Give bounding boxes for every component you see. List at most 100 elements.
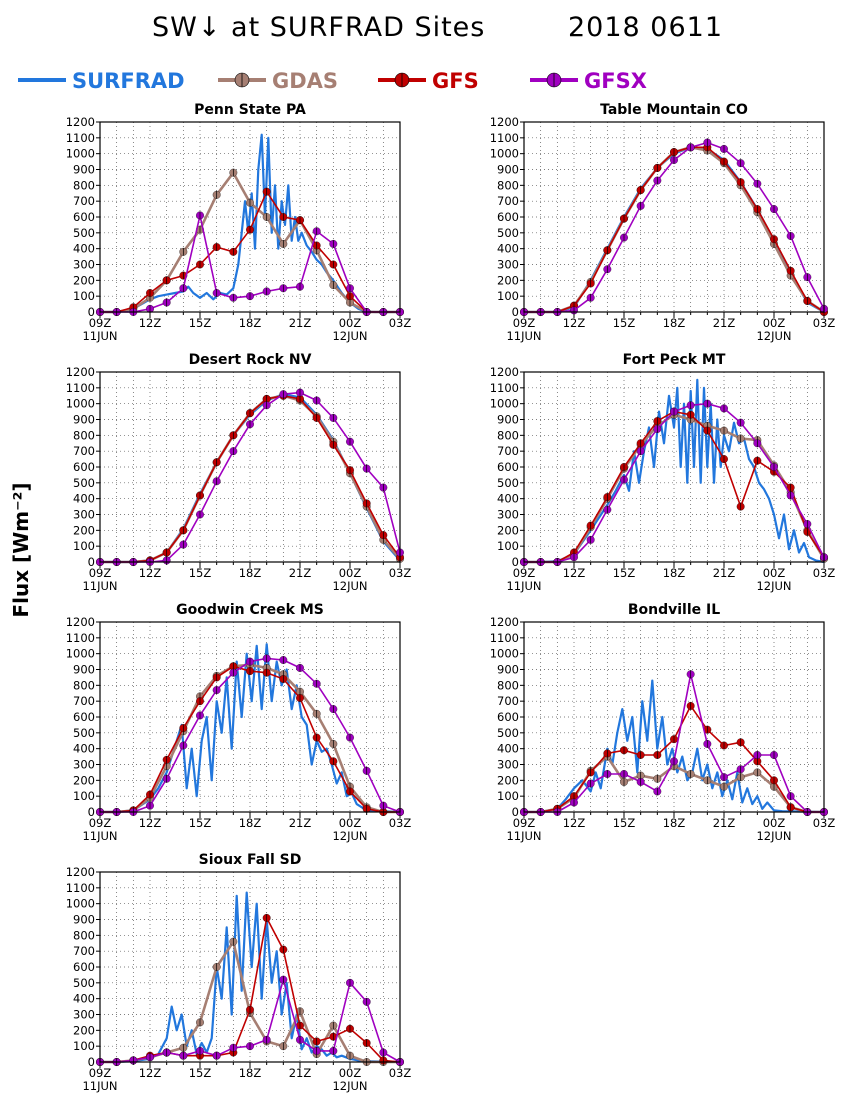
y-tick-label: 200 <box>497 773 519 787</box>
y-tick-label: 1000 <box>66 147 95 161</box>
y-tick-label: 300 <box>497 758 519 772</box>
x-tick-label: 00Z <box>339 316 362 330</box>
x-tick-label: 21Z <box>289 566 312 580</box>
y-tick-label: 1200 <box>490 115 519 129</box>
y-tick-label: 500 <box>497 726 519 740</box>
y-tick-label: 200 <box>73 523 95 537</box>
y-tick-label: 1100 <box>490 131 519 145</box>
y-tick-label: 500 <box>73 976 95 990</box>
x-tick-label: 12Z <box>563 816 586 830</box>
x-tick-label: 09Z <box>513 816 536 830</box>
panel-title: Sioux Fall SD <box>199 852 302 868</box>
y-tick-label: 1000 <box>490 147 519 161</box>
y-tick-label: 600 <box>497 210 519 224</box>
y-tick-label: 1100 <box>66 131 95 145</box>
x-tick-label: 09Z <box>89 566 112 580</box>
panel-title: Bondville IL <box>628 602 720 618</box>
y-tick-label: 0 <box>88 1055 95 1069</box>
y-tick-label: 500 <box>73 726 95 740</box>
x-tick-label: 03Z <box>389 1066 412 1080</box>
chart-panel-bondville: Bondville IL0100200300400500600700800900… <box>490 602 836 843</box>
y-tick-label: 100 <box>73 539 95 553</box>
y-tick-label: 600 <box>73 210 95 224</box>
y-tick-label: 300 <box>73 1008 95 1022</box>
plot-frame <box>523 121 825 313</box>
y-tick-label: 300 <box>497 508 519 522</box>
x-tick-sublabel: 11JUN <box>506 579 541 593</box>
y-tick-label: 700 <box>497 694 519 708</box>
y-tick-label: 1100 <box>490 631 519 645</box>
chart-main-title: SW↓ at SURFRAD Sites 2018 0611 <box>0 12 850 52</box>
chart-panel-table-mountain: Table Mountain CO01002003004005006007008… <box>490 102 836 343</box>
y-tick-label: 1200 <box>490 365 519 379</box>
plot-frame <box>523 371 825 563</box>
y-tick-label: 200 <box>497 523 519 537</box>
panel-title: Goodwin Creek MS <box>176 602 324 618</box>
legend-label-surfrad: SURFRAD <box>72 69 185 93</box>
x-tick-label: 03Z <box>389 816 412 830</box>
plot-frame <box>99 871 401 1063</box>
y-tick-label: 600 <box>497 460 519 474</box>
series-line-surfrad <box>524 679 825 814</box>
y-tick-label: 400 <box>73 492 95 506</box>
y-tick-label: 600 <box>73 960 95 974</box>
y-tick-label: 100 <box>73 789 95 803</box>
chart-panel-fort-peck: Fort Peck MT0100200300400500600700800900… <box>490 352 836 593</box>
x-tick-label: 21Z <box>713 566 736 580</box>
y-tick-label: 1100 <box>66 381 95 395</box>
y-tick-label: 400 <box>497 742 519 756</box>
y-tick-label: 100 <box>73 289 95 303</box>
x-tick-label: 09Z <box>513 316 536 330</box>
x-tick-label: 12Z <box>139 316 162 330</box>
y-tick-label: 700 <box>73 694 95 708</box>
panel-title: Table Mountain CO <box>600 102 748 118</box>
x-tick-sublabel: 11JUN <box>82 829 117 843</box>
x-tick-label: 12Z <box>139 566 162 580</box>
y-tick-label: 300 <box>497 258 519 272</box>
panel-title: Penn State PA <box>194 102 306 118</box>
y-tick-label: 200 <box>73 273 95 287</box>
x-tick-label: 09Z <box>89 816 112 830</box>
y-tick-label: 1200 <box>490 615 519 629</box>
y-tick-label: 100 <box>73 1039 95 1053</box>
y-tick-label: 1100 <box>66 881 95 895</box>
series-line-surfrad <box>524 146 825 314</box>
y-axis-label: Flux [Wm⁻²] <box>9 482 33 617</box>
y-tick-label: 500 <box>497 476 519 490</box>
x-tick-sublabel: 11JUN <box>82 329 117 343</box>
x-tick-label: 18Z <box>239 1066 262 1080</box>
y-tick-label: 1200 <box>66 365 95 379</box>
y-tick-label: 800 <box>497 178 519 192</box>
x-tick-sublabel: 11JUN <box>82 579 117 593</box>
y-tick-label: 1200 <box>66 115 95 129</box>
y-tick-label: 700 <box>497 444 519 458</box>
y-axis-label-text: Flux [Wm⁻²] <box>9 482 33 617</box>
y-tick-label: 1000 <box>490 397 519 411</box>
y-tick-label: 1000 <box>490 647 519 661</box>
x-tick-label: 15Z <box>613 566 636 580</box>
x-tick-label: 12Z <box>563 316 586 330</box>
x-tick-label: 18Z <box>239 816 262 830</box>
y-tick-label: 200 <box>73 1023 95 1037</box>
y-tick-label: 900 <box>73 663 95 677</box>
y-tick-label: 0 <box>512 805 519 819</box>
x-tick-label: 03Z <box>813 316 836 330</box>
y-tick-label: 900 <box>497 413 519 427</box>
y-tick-label: 700 <box>497 194 519 208</box>
x-tick-label: 00Z <box>763 316 786 330</box>
x-tick-label: 15Z <box>189 1066 212 1080</box>
x-tick-label: 03Z <box>813 816 836 830</box>
chart-panel-sioux-falls: Sioux Fall SD010020030040050060070080090… <box>66 852 412 1093</box>
y-tick-label: 600 <box>497 710 519 724</box>
y-tick-label: 100 <box>497 289 519 303</box>
plot-frame <box>99 371 401 563</box>
x-tick-sublabel: 12JUN <box>332 579 367 593</box>
y-tick-label: 400 <box>497 242 519 256</box>
y-tick-label: 700 <box>73 444 95 458</box>
series-line-gdas <box>524 145 825 314</box>
x-tick-label: 12Z <box>139 816 162 830</box>
x-tick-sublabel: 11JUN <box>506 829 541 843</box>
y-tick-label: 700 <box>73 194 95 208</box>
x-tick-label: 00Z <box>763 816 786 830</box>
y-tick-label: 1000 <box>66 647 95 661</box>
